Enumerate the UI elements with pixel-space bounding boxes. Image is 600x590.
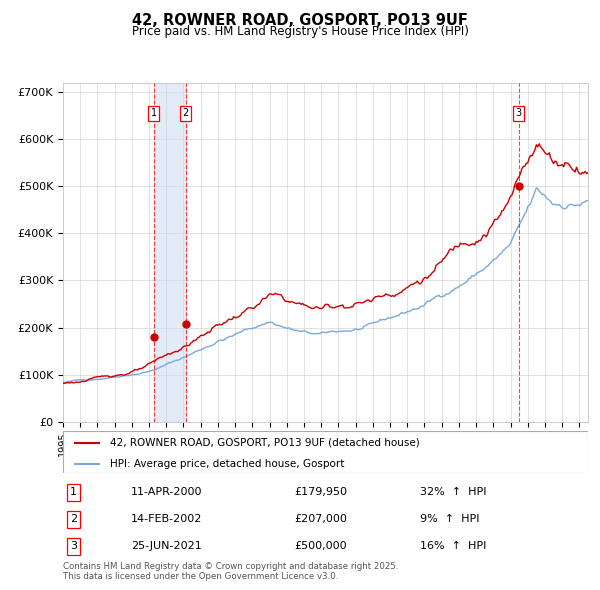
Text: 2: 2 xyxy=(70,514,77,525)
Text: 16%  ↑  HPI: 16% ↑ HPI xyxy=(420,542,487,552)
Text: £179,950: £179,950 xyxy=(294,487,347,497)
Text: 42, ROWNER ROAD, GOSPORT, PO13 9UF: 42, ROWNER ROAD, GOSPORT, PO13 9UF xyxy=(132,13,468,28)
Text: 3: 3 xyxy=(516,108,522,118)
Text: 32%  ↑  HPI: 32% ↑ HPI xyxy=(420,487,487,497)
Text: £207,000: £207,000 xyxy=(294,514,347,525)
Text: £500,000: £500,000 xyxy=(294,542,347,552)
Text: Contains HM Land Registry data © Crown copyright and database right 2025.
This d: Contains HM Land Registry data © Crown c… xyxy=(63,562,398,581)
Text: 1: 1 xyxy=(151,108,157,118)
Text: 2: 2 xyxy=(182,108,188,118)
Text: 42, ROWNER ROAD, GOSPORT, PO13 9UF (detached house): 42, ROWNER ROAD, GOSPORT, PO13 9UF (deta… xyxy=(110,438,420,448)
Text: 3: 3 xyxy=(70,542,77,552)
Text: 1: 1 xyxy=(70,487,77,497)
Text: 25-JUN-2021: 25-JUN-2021 xyxy=(131,542,202,552)
Text: 11-APR-2000: 11-APR-2000 xyxy=(131,487,203,497)
Point xyxy=(514,182,524,191)
Point xyxy=(181,320,190,329)
Text: HPI: Average price, detached house, Gosport: HPI: Average price, detached house, Gosp… xyxy=(110,459,344,469)
Text: Price paid vs. HM Land Registry's House Price Index (HPI): Price paid vs. HM Land Registry's House … xyxy=(131,25,469,38)
Bar xyxy=(154,83,185,422)
Point xyxy=(149,332,158,342)
Text: 9%  ↑  HPI: 9% ↑ HPI xyxy=(420,514,479,525)
Text: 14-FEB-2002: 14-FEB-2002 xyxy=(131,514,203,525)
